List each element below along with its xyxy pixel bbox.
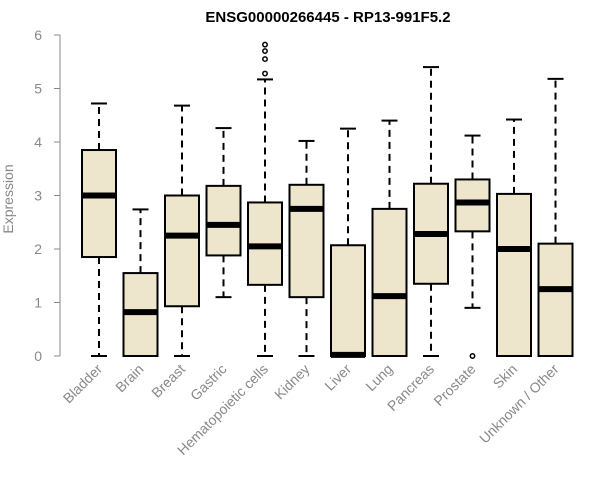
y-axis-ticks: 0 1 2 3 4 5 6 xyxy=(34,27,60,364)
outlier-point xyxy=(262,41,268,48)
y-tick-label: 2 xyxy=(34,241,42,257)
x-category-label: Breast xyxy=(148,361,188,401)
box-9 xyxy=(413,66,449,357)
iqr-box xyxy=(81,149,117,259)
x-category-label: Brain xyxy=(112,361,146,395)
box-5 xyxy=(247,41,283,357)
box-4 xyxy=(205,127,242,299)
iqr-box xyxy=(288,183,325,299)
y-tick-label: 4 xyxy=(34,134,42,150)
y-tick-label: 3 xyxy=(34,188,42,204)
outlier-point xyxy=(262,56,268,63)
box-1 xyxy=(81,102,117,357)
box-12 xyxy=(537,77,574,357)
chart-title: ENSG00000266445 - RP13-991F5.2 xyxy=(205,9,450,26)
y-tick-label: 0 xyxy=(34,348,42,364)
box-3 xyxy=(164,104,200,357)
outlier-point xyxy=(262,70,268,77)
x-category-label: Kidney xyxy=(271,361,313,403)
box-7 xyxy=(330,127,366,358)
iqr-box xyxy=(205,184,242,257)
box-2 xyxy=(122,208,159,358)
x-category-label: Skin xyxy=(490,361,521,392)
box-11 xyxy=(496,118,532,357)
y-tick-label: 1 xyxy=(34,295,42,311)
x-category-label: Lung xyxy=(362,361,395,394)
iqr-box xyxy=(330,244,366,358)
y-tick-label: 6 xyxy=(34,27,42,43)
y-axis-title: Expression xyxy=(0,164,16,233)
iqr-box xyxy=(164,194,200,308)
outlier-point xyxy=(262,48,268,54)
x-category-label: Bladder xyxy=(60,361,106,407)
x-category-label: Liver xyxy=(321,361,354,394)
box-8 xyxy=(371,119,408,357)
x-category-label: Prostate xyxy=(430,361,478,409)
x-category-label: Unknown / Other xyxy=(476,361,562,447)
box-10 xyxy=(454,134,491,359)
boxplot-series xyxy=(81,41,574,359)
box-6 xyxy=(288,139,325,357)
outlier-point xyxy=(469,353,476,359)
iqr-box xyxy=(496,192,532,357)
y-tick-label: 5 xyxy=(34,81,42,97)
iqr-box xyxy=(371,207,408,357)
iqr-box xyxy=(537,242,574,357)
